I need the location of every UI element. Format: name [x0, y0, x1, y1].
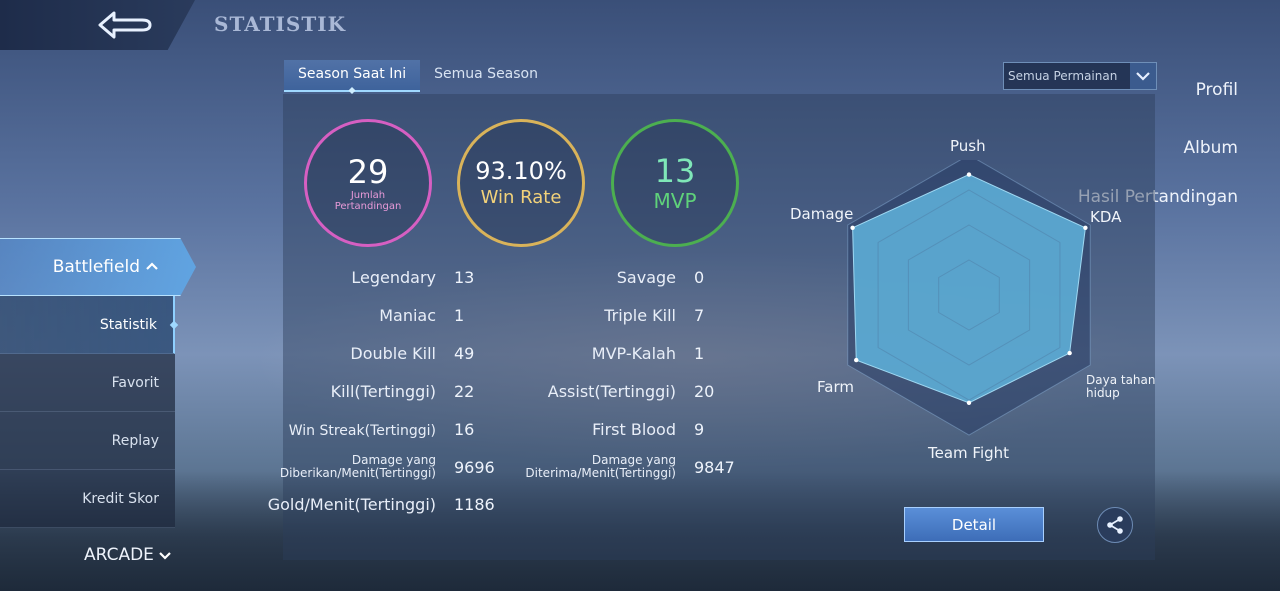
- detail-button[interactable]: Detail: [904, 507, 1044, 542]
- stat-label: Maniac: [379, 306, 436, 325]
- mvp-value: 13: [654, 152, 696, 190]
- stat-value: 22: [454, 382, 475, 401]
- favorit-label: Favorit: [111, 374, 159, 391]
- stat-value: 9: [694, 420, 705, 439]
- win-rate-value: 93.10%: [475, 157, 567, 185]
- statistik-label: Statistik: [99, 316, 157, 333]
- win-rate-label: Win Rate: [480, 187, 562, 208]
- sidebar-item-arcade[interactable]: ARCADE: [84, 545, 172, 565]
- back-arrow-icon: [98, 11, 152, 39]
- chevron-down-icon: [1130, 63, 1156, 89]
- stat-value: 1: [454, 306, 465, 325]
- stat-label: Gold/Menit(Tertinggi): [267, 495, 436, 514]
- stat-label: Triple Kill: [604, 306, 676, 325]
- sidebar-item-album[interactable]: Album: [1183, 138, 1238, 158]
- tab-label: Season Saat Ini: [298, 66, 407, 82]
- mvp-ring: 13 MVP: [611, 119, 739, 247]
- back-button[interactable]: [0, 0, 195, 50]
- radar-point-survival: [1067, 350, 1072, 356]
- sidebar-item-profil[interactable]: Profil: [1195, 80, 1238, 100]
- radar-label-daya-tahan-hidup: Daya tahan hidup: [1086, 373, 1156, 400]
- chevron-down-icon: [159, 545, 172, 565]
- sidebar-item-battlefield[interactable]: Battlefield: [0, 238, 196, 296]
- chevron-up-icon: [146, 260, 158, 275]
- stat-label: Win Streak(Tertinggi): [288, 423, 436, 439]
- sidebar-item-hasil-pertandingan[interactable]: Hasil Pertandingan: [1077, 187, 1238, 207]
- radar-grid-ring-1: [877, 189, 1061, 401]
- stat-value: 13: [454, 268, 475, 287]
- radar-label-team-fight: Team Fight: [928, 444, 1010, 462]
- stat-value: 0: [694, 268, 705, 287]
- stat-value: 7: [694, 306, 705, 325]
- radar-grid-ring-3: [938, 259, 1000, 331]
- matches-ring: 29 Jumlah Pertandingan: [304, 119, 432, 247]
- stat-label: Savage: [616, 268, 676, 287]
- radar-point-damage: [850, 225, 855, 230]
- mvp-label: MVP: [653, 189, 697, 213]
- radar-point-kda: [1083, 225, 1088, 230]
- stat-label: Assist(Tertinggi): [547, 382, 676, 401]
- radar-label-push: Push: [950, 137, 986, 155]
- page-title: STATISTIK: [214, 12, 346, 36]
- stat-value: 1186: [454, 495, 495, 514]
- dropdown-selected-value: Semua Permainan: [1008, 69, 1118, 83]
- sidebar-item-kredit-skor[interactable]: Kredit Skor: [0, 470, 175, 528]
- performance-radar-chart: [847, 160, 1091, 436]
- stat-label: Legendary: [351, 268, 436, 287]
- stat-label: Double Kill: [350, 344, 436, 363]
- matches-label: Jumlah Pertandingan: [334, 190, 402, 212]
- stat-label: Damage yang Diberikan/Menit(Tertinggi): [279, 453, 436, 480]
- tab-season-saat-ini[interactable]: Season Saat Ini: [284, 60, 421, 95]
- win-rate-ring: 93.10% Win Rate: [457, 119, 585, 247]
- tab-label: Semua Season: [434, 66, 538, 82]
- mode-filter-dropdown[interactable]: Semua Permainan: [1003, 62, 1157, 90]
- radar-point-farm: [854, 357, 859, 363]
- sidebar-item-replay[interactable]: Replay: [0, 412, 175, 470]
- stat-value: 9696: [454, 458, 495, 477]
- stat-value: 16: [454, 420, 475, 439]
- season-tabs: Season Saat Ini Semua Season: [284, 60, 552, 95]
- arcade-label: ARCADE: [84, 545, 154, 565]
- share-button[interactable]: [1097, 507, 1133, 543]
- radar-label-damage: Damage: [790, 205, 854, 223]
- kredit-skor-label: Kredit Skor: [82, 490, 159, 507]
- stat-label: Damage yang Diterima/Menit(Tertinggi): [525, 453, 676, 480]
- battlefield-submenu: Statistik Favorit Replay Kredit Skor: [0, 296, 179, 528]
- stat-value: 1: [694, 344, 705, 363]
- radar-label-kda: KDA: [1090, 208, 1122, 226]
- radar-point-teamfight: [966, 400, 972, 405]
- stat-value: 9847: [694, 458, 735, 477]
- radar-point-push: [966, 172, 972, 177]
- sidebar-item-statistik[interactable]: Statistik: [0, 296, 179, 354]
- header: STATISTIK: [0, 0, 1280, 50]
- stat-value: 20: [694, 382, 715, 401]
- stat-label: Kill(Tertinggi): [330, 382, 436, 401]
- share-icon: [1107, 516, 1123, 534]
- battlefield-label: Battlefield: [52, 257, 140, 277]
- stat-value: 49: [454, 344, 475, 363]
- sidebar-item-favorit[interactable]: Favorit: [0, 354, 175, 412]
- tab-semua-season[interactable]: Semua Season: [420, 60, 552, 92]
- radar-grid-ring-2: [907, 224, 1031, 366]
- stat-label: First Blood: [592, 420, 676, 439]
- active-indicator-icon: [169, 320, 179, 329]
- matches-value: 29: [347, 153, 389, 191]
- replay-label: Replay: [111, 432, 159, 449]
- stat-label: MVP-Kalah: [591, 344, 676, 363]
- tab-active-indicator-icon: [348, 86, 356, 95]
- radar-label-farm: Farm: [817, 378, 854, 396]
